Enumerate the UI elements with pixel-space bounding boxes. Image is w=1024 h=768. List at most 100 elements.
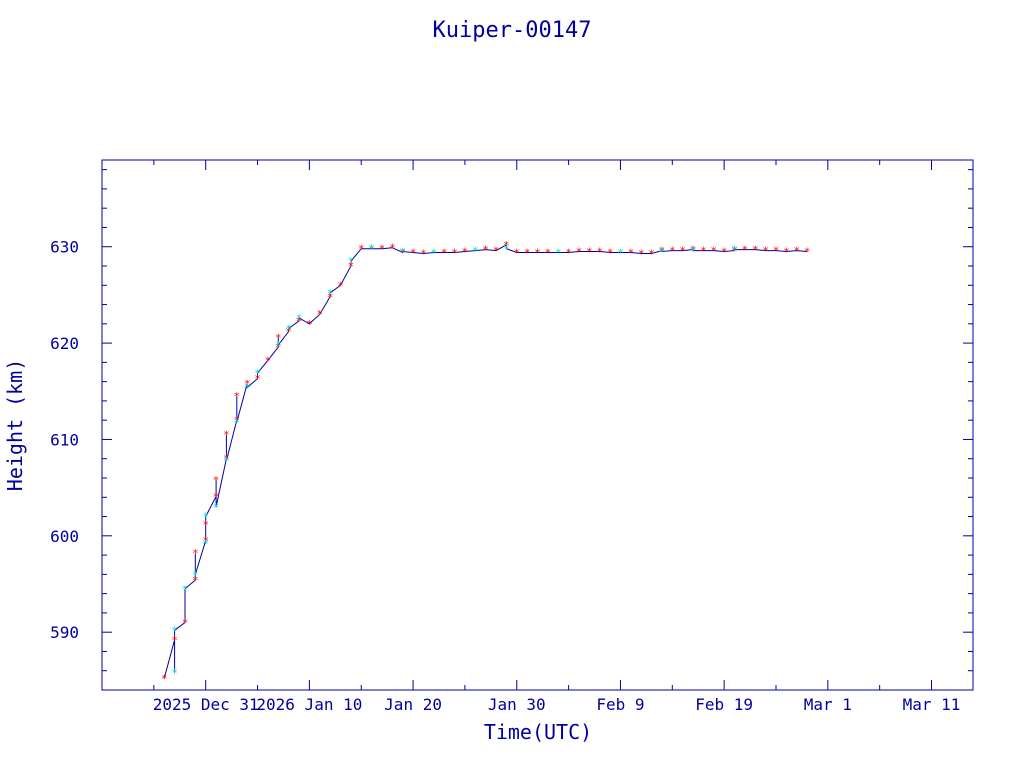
- data-point: *: [555, 247, 561, 260]
- data-point: *: [680, 245, 686, 258]
- x-tick-label: Mar 11: [903, 695, 961, 714]
- data-point: *: [224, 429, 230, 442]
- x-tick-label: Feb 19: [695, 695, 753, 714]
- x-axis-title: Time(UTC): [484, 720, 592, 744]
- data-point: *: [276, 339, 282, 352]
- data-point: *: [234, 414, 240, 427]
- data-point: *: [213, 490, 219, 503]
- data-point: *: [493, 245, 499, 258]
- data-point: *: [255, 367, 261, 380]
- data-point: *: [732, 244, 738, 257]
- plot-area: * * * * * * * * * * * * * * * * * * * * * * * * * * * * * * * * * * * * * * * *…: [161, 239, 810, 686]
- data-point: *: [670, 245, 676, 258]
- data-point: *: [441, 247, 447, 260]
- data-point: *: [400, 246, 406, 259]
- data-point: *: [597, 246, 603, 259]
- data-point: *: [535, 247, 541, 260]
- y-tick-label: 620: [50, 334, 79, 353]
- x-tick-label: Jan 20: [384, 695, 442, 714]
- y-tick-label: 590: [50, 623, 79, 642]
- data-point: *: [338, 279, 344, 292]
- x-tick-label: Mar 1: [804, 695, 852, 714]
- data-point: *: [172, 634, 178, 647]
- data-point: *: [452, 247, 458, 260]
- data-point: *: [307, 318, 313, 331]
- data-point: *: [203, 511, 209, 524]
- data-point: *: [379, 243, 385, 256]
- data-point: *: [234, 416, 240, 429]
- data-point: *: [690, 244, 696, 257]
- data-point: *: [182, 583, 188, 596]
- x-tick-label: 2026 Jan 10: [256, 695, 362, 714]
- data-point: *: [711, 245, 717, 258]
- y-tick-label: 630: [50, 238, 79, 257]
- data-point: *: [628, 247, 634, 260]
- data-point: *: [161, 672, 167, 685]
- data-point: *: [514, 247, 520, 260]
- data-point: *: [524, 247, 530, 260]
- x-tick-label: Jan 30: [488, 695, 546, 714]
- data-point: *: [286, 326, 292, 339]
- data-point: *: [276, 341, 282, 354]
- data-point: *: [327, 287, 333, 300]
- data-point: *: [483, 244, 489, 257]
- data-point: *: [804, 246, 810, 259]
- data-point: *: [784, 246, 790, 259]
- data-point: *: [732, 245, 738, 258]
- data-point: *: [213, 501, 219, 514]
- data-point: *: [358, 243, 364, 256]
- data-point: *: [369, 243, 375, 256]
- data-point: *: [255, 373, 261, 386]
- data-point: *: [317, 308, 323, 321]
- data-point: *: [193, 547, 199, 560]
- y-tick-label: 610: [50, 430, 79, 449]
- data-point: *: [224, 453, 230, 466]
- data-point: *: [659, 245, 665, 258]
- data-point: *: [203, 538, 209, 551]
- height-line: [163, 243, 808, 679]
- y-axis-title: Height (km): [3, 359, 27, 491]
- data-point: *: [763, 245, 769, 258]
- data-point: *: [753, 244, 759, 257]
- data-point: *: [566, 247, 572, 260]
- data-point: *: [348, 260, 354, 273]
- data-point: *: [649, 247, 655, 260]
- data-point: *: [504, 243, 510, 256]
- data-point: *: [504, 239, 510, 252]
- data-point: *: [701, 245, 707, 258]
- data-point: *: [369, 243, 375, 256]
- data-point: *: [473, 245, 479, 258]
- data-point: *: [203, 535, 209, 548]
- data-point: *: [400, 247, 406, 260]
- data-point: *: [638, 247, 644, 260]
- data-point: *: [172, 624, 178, 637]
- plot-frame: [101, 159, 974, 691]
- data-point: *: [773, 245, 779, 258]
- data-point: *: [348, 255, 354, 268]
- data-point: *: [244, 381, 250, 394]
- data-point: *: [607, 247, 613, 260]
- data-point: *: [431, 247, 437, 260]
- data-point: *: [265, 354, 271, 367]
- data-point: *: [234, 390, 240, 403]
- data-point: *: [224, 455, 230, 468]
- data-point: *: [172, 667, 178, 680]
- data-point: *: [182, 617, 188, 630]
- y-tick-label: 600: [50, 527, 79, 546]
- data-point: *: [193, 574, 199, 587]
- data-point: *: [390, 242, 396, 255]
- data-point: *: [193, 568, 199, 581]
- data-point: *: [410, 247, 416, 260]
- data-point: *: [421, 247, 427, 260]
- data-point: *: [545, 247, 551, 260]
- data-point: *: [618, 247, 624, 260]
- data-point: *: [794, 245, 800, 258]
- data-point: *: [213, 474, 219, 487]
- data-point: *: [296, 315, 302, 328]
- data-point: *: [244, 378, 250, 391]
- x-tick-label: 2025 Dec 31: [153, 695, 259, 714]
- chart-title: Kuiper-00147: [433, 18, 592, 43]
